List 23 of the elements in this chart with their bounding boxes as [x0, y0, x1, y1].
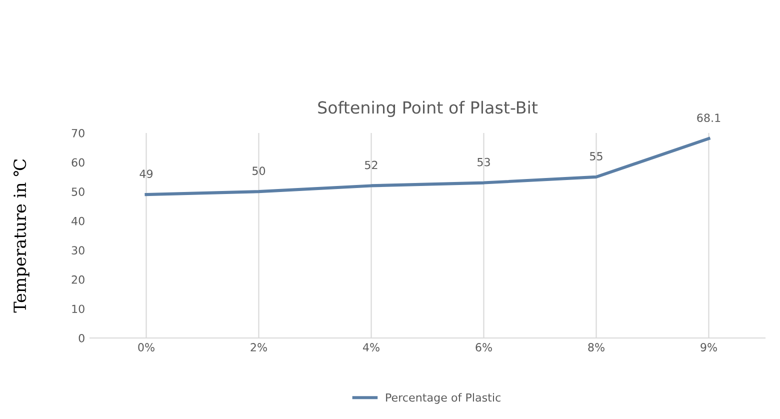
y-tick-label: 60 [72, 158, 84, 167]
y-tick-label: 70 [72, 128, 84, 138]
x-tick-label: 9% [700, 343, 717, 352]
y-tick-label: 20 [72, 275, 84, 284]
y-tick-label: 0 [78, 334, 84, 342]
data-label: 53 [478, 158, 490, 166]
y-axis-title: Temperature in ℃ [13, 159, 30, 313]
y-tick-label: 50 [72, 188, 84, 196]
data-label: 55 [590, 152, 602, 160]
x-tick-label: 4% [362, 343, 380, 352]
y-tick-label: 30 [72, 246, 84, 255]
data-label: 49 [140, 170, 153, 178]
data-label: 52 [365, 160, 378, 170]
chart-title: Softening Point of Plast-Bit [318, 100, 538, 118]
x-tick-label: 0% [138, 343, 154, 352]
x-tick-label: 8% [588, 343, 604, 352]
y-tick-label: 10 [72, 304, 84, 314]
y-tick-label: 40 [72, 216, 84, 226]
x-tick-label: 2% [250, 343, 267, 352]
x-tick-label: 6% [476, 343, 492, 352]
data-label: 68.1 [697, 114, 720, 122]
legend-label: Percentage of Plastic [386, 393, 500, 404]
data-label: 50 [252, 166, 266, 176]
